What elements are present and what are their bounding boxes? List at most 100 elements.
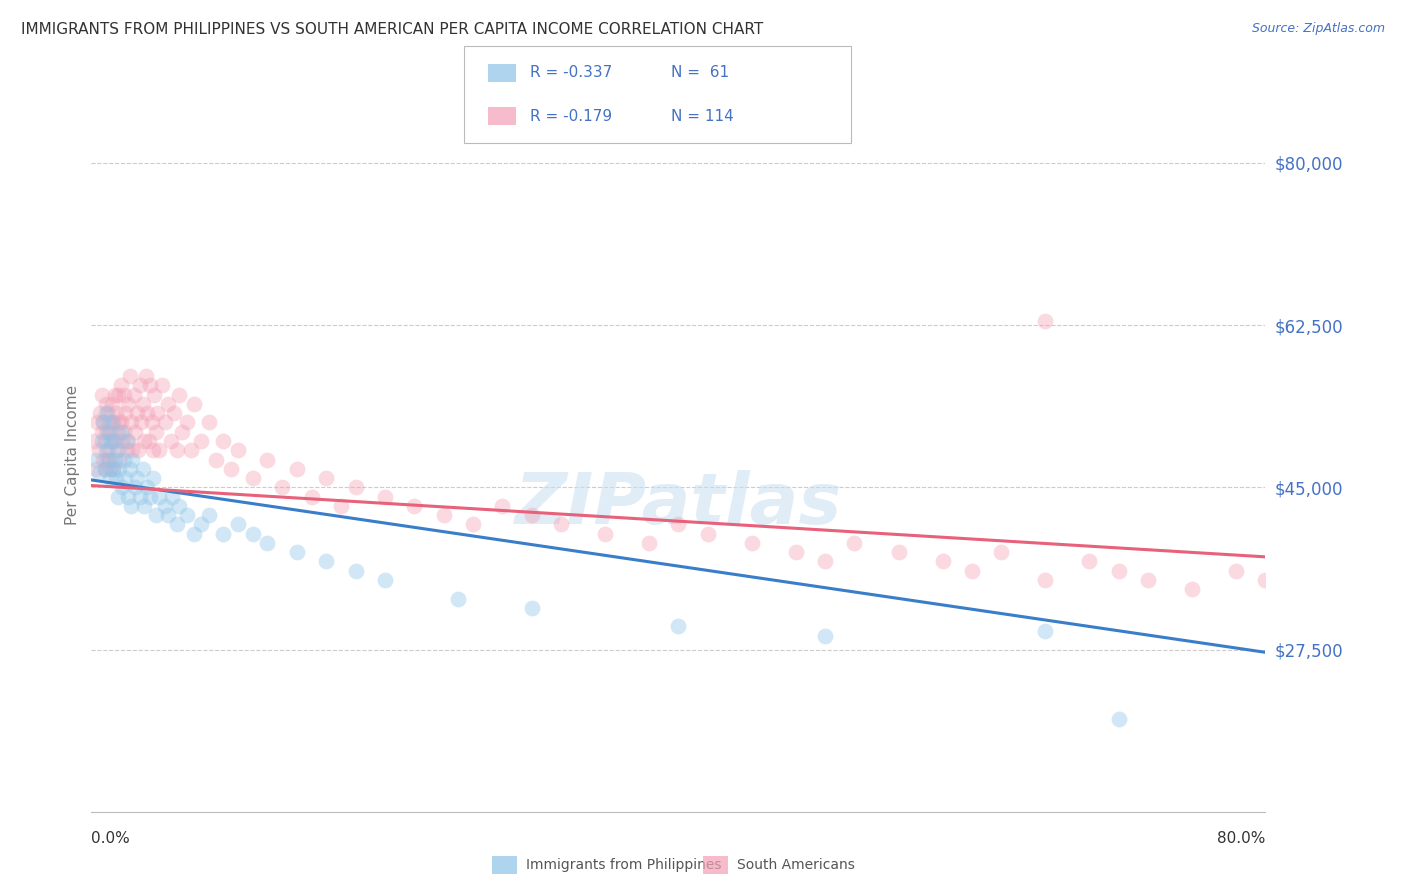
Point — [145, 425, 167, 439]
Text: 80.0%: 80.0% — [1218, 831, 1265, 846]
Point — [696, 526, 718, 541]
Text: N =  61: N = 61 — [671, 65, 728, 80]
Point — [169, 499, 191, 513]
Point — [127, 443, 149, 458]
Point — [98, 452, 121, 467]
Point — [112, 452, 135, 467]
Point — [84, 452, 107, 467]
Point — [142, 471, 165, 485]
Point — [166, 443, 188, 458]
Point — [110, 416, 132, 430]
Point — [329, 499, 352, 513]
Point — [256, 536, 278, 550]
Point — [114, 406, 136, 420]
Point — [205, 452, 228, 467]
Point — [432, 508, 454, 523]
Point — [110, 378, 132, 392]
Point — [1181, 582, 1204, 597]
Y-axis label: Per Capita Income: Per Capita Income — [65, 384, 80, 525]
Point — [103, 462, 125, 476]
Point — [814, 629, 837, 643]
Point — [107, 443, 129, 458]
Point — [91, 416, 114, 430]
Text: IMMIGRANTS FROM PHILIPPINES VS SOUTH AMERICAN PER CAPITA INCOME CORRELATION CHAR: IMMIGRANTS FROM PHILIPPINES VS SOUTH AME… — [21, 22, 763, 37]
Point — [150, 378, 173, 392]
Point — [176, 416, 198, 430]
Point — [115, 443, 138, 458]
Point — [129, 416, 152, 430]
Point — [93, 434, 115, 448]
Point — [117, 434, 139, 448]
Point — [124, 480, 146, 494]
Point — [180, 443, 202, 458]
Point — [166, 517, 188, 532]
Point — [1108, 564, 1130, 578]
Point — [666, 619, 689, 633]
Point — [121, 443, 143, 458]
Point — [176, 508, 198, 523]
Point — [197, 508, 219, 523]
Point — [132, 397, 155, 411]
Point — [103, 462, 125, 476]
Point — [219, 462, 242, 476]
Point — [520, 600, 543, 615]
Point — [141, 416, 163, 430]
Point — [1033, 313, 1056, 327]
Point — [104, 387, 127, 401]
Point — [107, 425, 129, 439]
Point — [156, 508, 179, 523]
Point — [93, 462, 115, 476]
Point — [103, 434, 125, 448]
Point — [374, 573, 396, 587]
Point — [226, 443, 249, 458]
Point — [344, 480, 367, 494]
Point — [1108, 712, 1130, 726]
Text: ZIPatlas: ZIPatlas — [515, 470, 842, 540]
Point — [118, 462, 141, 476]
Point — [190, 517, 212, 532]
Point — [120, 499, 142, 513]
Point — [134, 434, 156, 448]
Point — [638, 536, 661, 550]
Point — [190, 434, 212, 448]
Point — [117, 490, 139, 504]
Point — [990, 545, 1012, 559]
Point — [887, 545, 910, 559]
Point — [112, 425, 135, 439]
Point — [404, 499, 426, 513]
Point — [136, 480, 159, 494]
Text: 0.0%: 0.0% — [91, 831, 131, 846]
Point — [1225, 564, 1247, 578]
Point — [120, 416, 142, 430]
Point — [197, 416, 219, 430]
Point — [134, 499, 156, 513]
Text: R = -0.337: R = -0.337 — [530, 65, 612, 80]
Point — [107, 387, 129, 401]
Point — [98, 452, 121, 467]
Point — [160, 490, 183, 504]
Point — [1136, 573, 1159, 587]
Point — [87, 467, 110, 481]
Point — [814, 554, 837, 568]
Point — [315, 554, 337, 568]
Point — [145, 508, 167, 523]
Point — [111, 480, 134, 494]
Point — [89, 406, 111, 420]
Text: R = -0.179: R = -0.179 — [530, 109, 612, 124]
Point — [374, 490, 396, 504]
Point — [242, 471, 264, 485]
Point — [242, 526, 264, 541]
Point — [91, 416, 114, 430]
Point — [138, 434, 160, 448]
Point — [128, 490, 150, 504]
Point — [593, 526, 616, 541]
Point — [142, 443, 165, 458]
Point — [107, 490, 129, 504]
Point — [100, 434, 122, 448]
Point — [128, 378, 150, 392]
Point — [105, 471, 128, 485]
Point — [105, 406, 128, 420]
Point — [285, 545, 308, 559]
Point — [96, 443, 118, 458]
Point — [139, 490, 162, 504]
